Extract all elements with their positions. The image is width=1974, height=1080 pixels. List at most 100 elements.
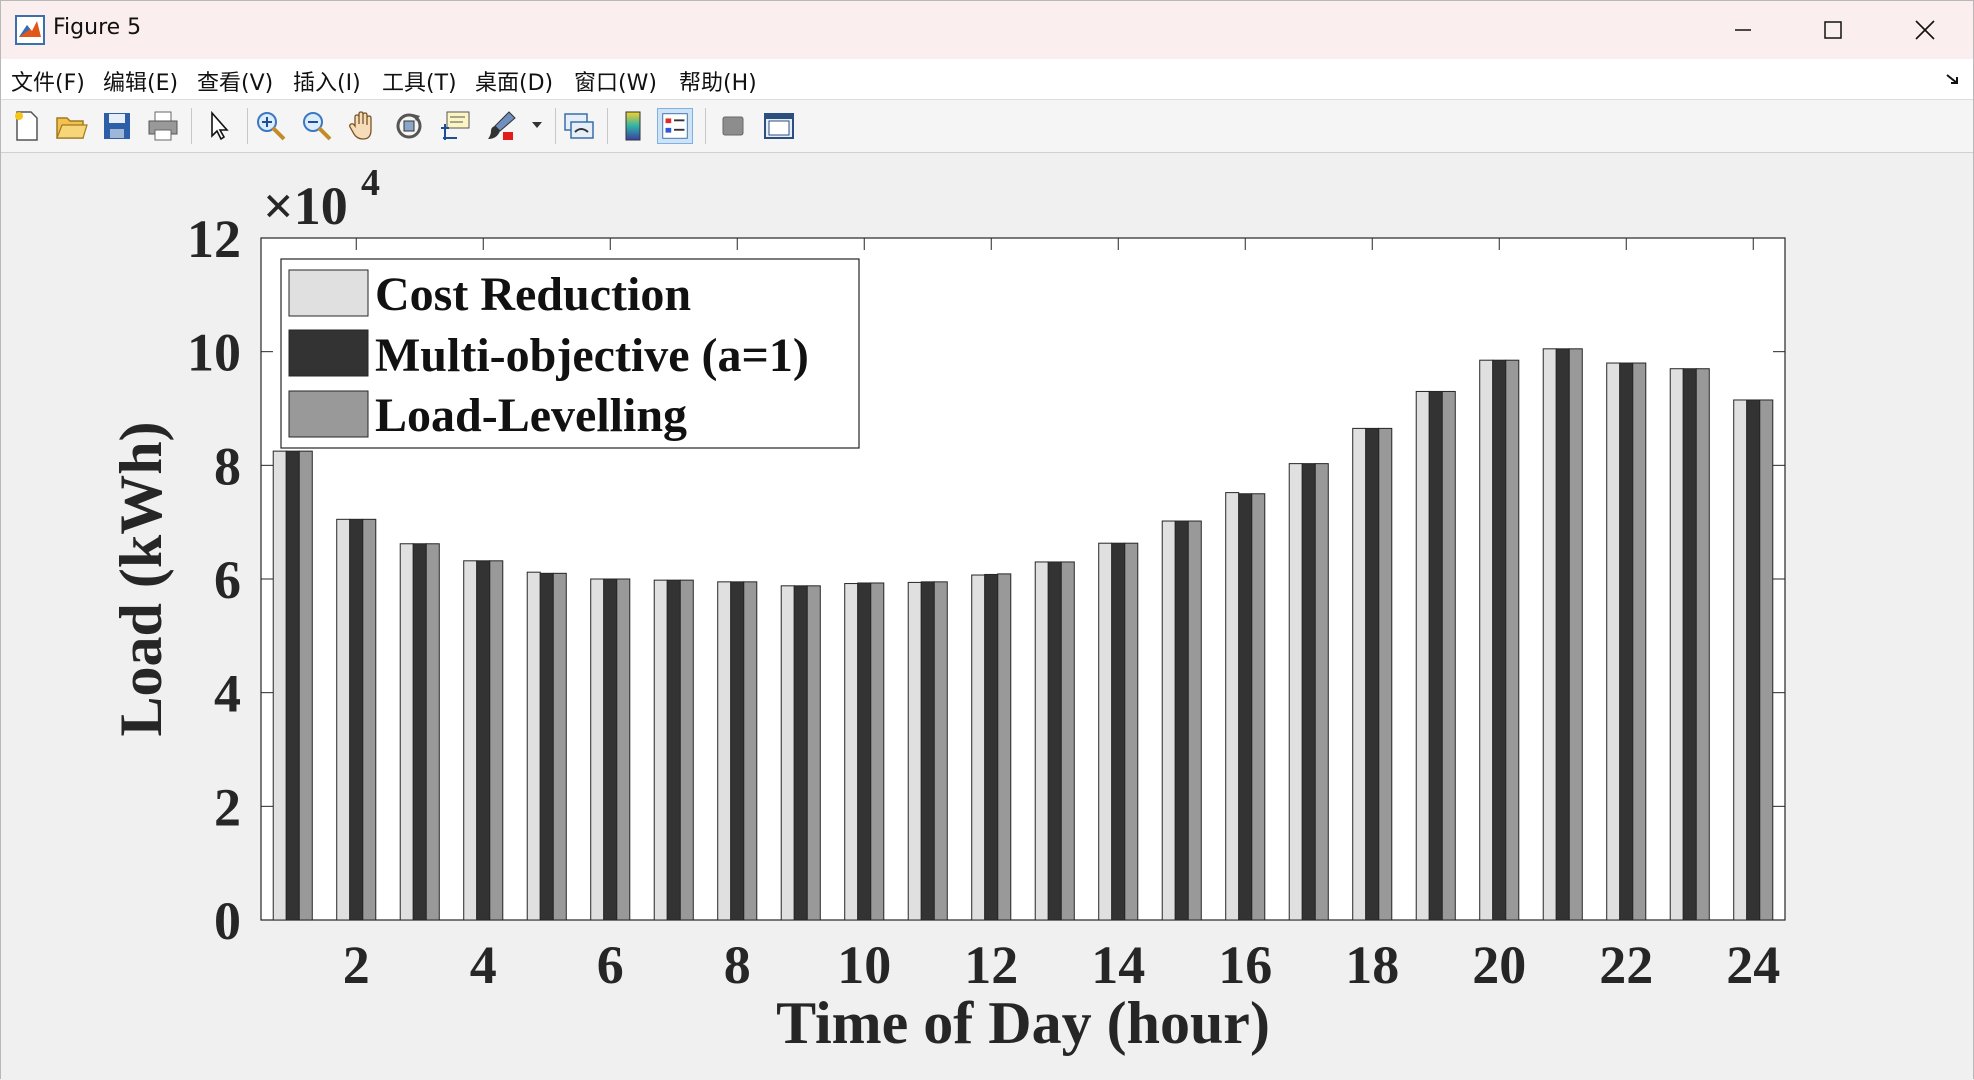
menu-desktop[interactable]: 桌面(D) [475, 71, 554, 96]
menu-insert[interactable]: 插入(I) [293, 71, 361, 96]
toolbar-separator [555, 108, 556, 144]
bar-multi-objective-2 [349, 518, 364, 921]
x-tick-label: 22 [1599, 935, 1653, 995]
bar-cost-reduction-23 [1669, 368, 1684, 921]
legend-label-multi-objective: Multi-objective (a=1) [375, 329, 809, 382]
legend-box [280, 258, 860, 449]
bar-load-levelling-20 [1505, 359, 1520, 921]
save-icon[interactable] [99, 108, 135, 144]
x-tick-label: 12 [964, 935, 1018, 995]
bar-cost-reduction-21 [1542, 348, 1557, 921]
y-tick-labels: 0 2 4 6 8 10 12 [187, 209, 241, 951]
pan-hand-icon[interactable] [345, 108, 381, 144]
bar-multi-objective-20 [1492, 359, 1507, 921]
x-tick-label: 16 [1218, 935, 1272, 995]
y-tick-label: 12 [187, 209, 241, 269]
bar-multi-objective-13 [1047, 561, 1062, 921]
bar-load-levelling-13 [1060, 561, 1075, 921]
bar-multi-objective-16 [1238, 493, 1253, 921]
menu-window[interactable]: 窗口(W) [574, 71, 657, 96]
bar-load-levelling-2 [362, 518, 377, 921]
bar-load-levelling-8 [743, 581, 758, 921]
y-exponent-power: 4 [361, 162, 380, 204]
bar-load-levelling-24 [1759, 399, 1774, 921]
menu-bar: 文件(F) 编辑(E) 查看(V) 插入(I) 工具(T) 桌面(D) 窗口(W… [1, 59, 1973, 100]
legend-icon[interactable] [657, 108, 693, 144]
figure-canvas: 0 2 4 6 8 10 12 2 4 6 8 10 12 14 16 18 20 22 24 ×10 4 Loa… [1, 153, 1973, 1080]
y-tick-label: 2 [214, 777, 241, 837]
bar-load-levelling-21 [1568, 348, 1583, 921]
bar-load-levelling-17 [1314, 463, 1329, 921]
toolbar-separator [191, 108, 192, 144]
menu-view[interactable]: 查看(V) [197, 71, 274, 96]
close-icon [1915, 20, 1935, 40]
hide-plot-tools-icon[interactable] [715, 108, 751, 144]
maximize-button[interactable] [1787, 1, 1879, 59]
menu-edit[interactable]: 编辑(E) [103, 71, 179, 96]
legend-label-cost-reduction: Cost Reduction [375, 268, 691, 321]
dock-arrow-icon[interactable] [1945, 71, 1961, 87]
chevron-down-icon[interactable] [531, 120, 543, 130]
x-tick-label: 8 [724, 935, 751, 995]
toolbar-separator [705, 108, 706, 144]
colorbar-icon[interactable] [615, 108, 651, 144]
rotate-3d-icon[interactable] [391, 108, 427, 144]
bar-cost-reduction-14 [1098, 542, 1113, 921]
bar-cost-reduction-15 [1161, 520, 1176, 921]
bar-multi-objective-18 [1365, 427, 1380, 921]
x-tick-label: 6 [597, 935, 624, 995]
x-axis-label: Time of Day (hour) [776, 990, 1270, 1056]
bar-multi-objective-23 [1682, 368, 1697, 921]
x-tick-label: 24 [1726, 935, 1780, 995]
y-tick-label: 6 [214, 550, 241, 610]
bar-cost-reduction-5 [526, 571, 541, 921]
show-plot-tools-icon[interactable] [761, 108, 797, 144]
legend-label-load-levelling: Load-Levelling [375, 389, 687, 442]
select-arrow-icon[interactable] [201, 108, 237, 144]
brush-icon[interactable] [483, 108, 519, 144]
x-tick-label: 18 [1345, 935, 1399, 995]
bar-load-levelling-15 [1187, 520, 1202, 921]
bar-multi-objective-3 [412, 543, 427, 921]
x-tick-label: 20 [1472, 935, 1526, 995]
maximize-icon [1824, 21, 1842, 39]
title-bar[interactable]: Figure 5 [1, 1, 1973, 59]
matlab-icon [15, 15, 45, 45]
zoom-in-icon[interactable] [253, 108, 289, 144]
bar-load-levelling-22 [1632, 362, 1647, 921]
data-cursor-icon[interactable] [437, 108, 473, 144]
minimize-icon [1735, 29, 1751, 31]
bar-multi-objective-14 [1111, 542, 1126, 921]
toolbar-separator [607, 108, 608, 144]
close-button[interactable] [1879, 1, 1971, 59]
bar-cost-reduction-2 [336, 518, 351, 921]
bar-load-levelling-23 [1695, 368, 1710, 921]
bar-load-levelling-18 [1378, 427, 1393, 921]
menu-file[interactable]: 文件(F) [11, 71, 85, 96]
bar-load-levelling-6 [616, 578, 631, 921]
link-plot-icon[interactable] [561, 108, 597, 144]
bar-cost-reduction-22 [1606, 362, 1621, 921]
legend[interactable]: Cost Reduction Multi-objective (a=1) Loa… [280, 258, 860, 449]
bar-cost-reduction-17 [1288, 463, 1303, 921]
minimize-button[interactable] [1697, 1, 1789, 59]
open-file-icon[interactable] [53, 108, 89, 144]
bar-load-levelling-14 [1124, 542, 1139, 921]
bar-multi-objective-15 [1174, 520, 1189, 921]
new-figure-icon[interactable] [9, 108, 45, 144]
bar-multi-objective-22 [1619, 362, 1634, 921]
bar-multi-objective-4 [476, 560, 491, 921]
x-tick-labels: 2 4 6 8 10 12 14 16 18 20 22 24 [343, 935, 1781, 995]
print-icon[interactable] [145, 108, 181, 144]
bar-cost-reduction-4 [463, 560, 478, 921]
bar-cost-reduction-7 [653, 579, 668, 921]
menu-tools[interactable]: 工具(T) [382, 71, 457, 96]
bar-cost-reduction-12 [971, 574, 986, 921]
menu-help[interactable]: 帮助(H) [679, 71, 757, 96]
bar-load-levelling-4 [489, 560, 504, 921]
bar-multi-objective-17 [1301, 463, 1316, 921]
zoom-out-icon[interactable] [299, 108, 335, 144]
bar-cost-reduction-3 [399, 543, 414, 921]
bar-multi-objective-8 [730, 581, 745, 921]
